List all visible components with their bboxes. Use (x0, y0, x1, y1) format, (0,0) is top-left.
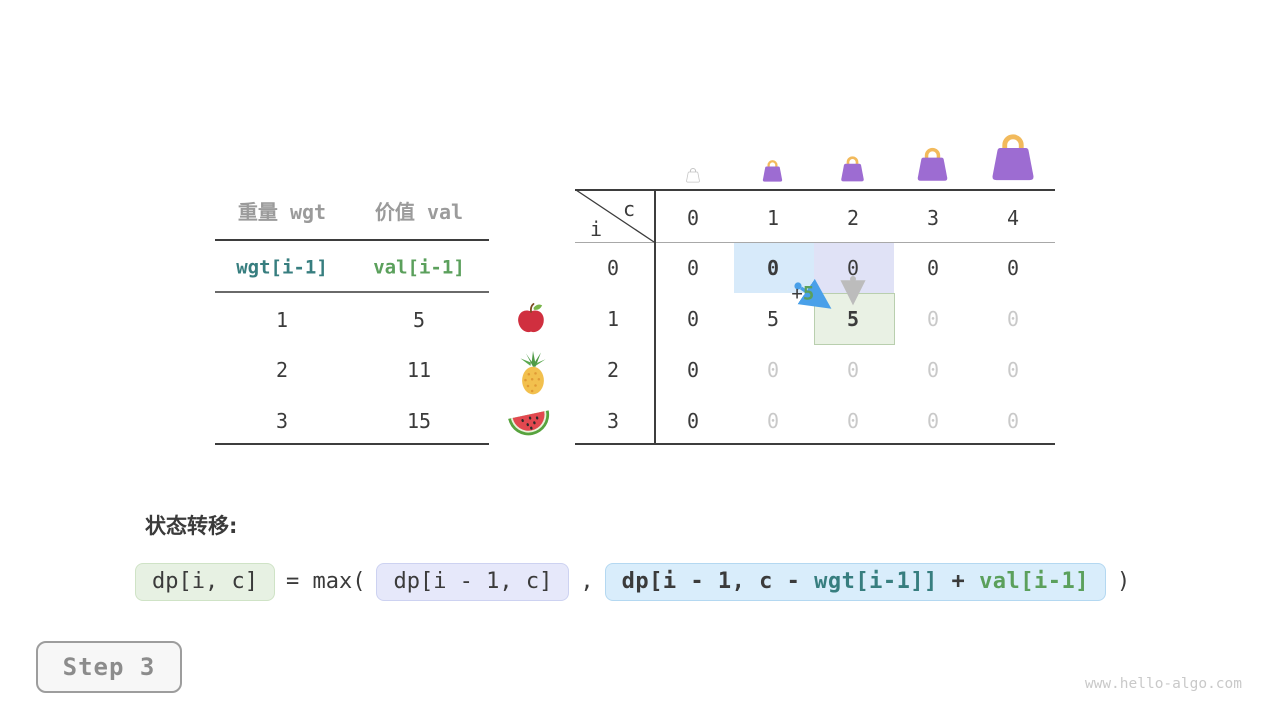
dp-col-header-0: 0 (686, 206, 700, 230)
formula-close-paren: ) (1117, 569, 1131, 594)
formula-option2-plus: + (937, 569, 980, 594)
bag-small-icon (762, 160, 783, 182)
corner-row-var: i (589, 217, 603, 241)
dp-cell-r3-c1: 0 (766, 409, 780, 433)
step-indicator: Step 3 (36, 641, 182, 693)
dp-table-rule-top (575, 189, 1055, 191)
formula-option2-box: dp[i - 1, c - wgt[i-1]] + val[i-1] (604, 562, 1107, 601)
state-transition-label: 状态转移: (145, 514, 238, 538)
dp-cell-r2-c1: 0 (766, 358, 780, 382)
corner-col-var: c (622, 197, 636, 221)
items-table-rule-bottom (215, 443, 489, 445)
dp-cell-r2-c0: 0 (686, 358, 700, 382)
dp-col-header-3: 3 (926, 206, 940, 230)
step-indicator-label: Step 3 (62, 653, 156, 681)
dp-row-header-3: 3 (606, 409, 620, 433)
corner-diagonal-line (575, 189, 655, 243)
formula-option2-prefix: dp[i - 1, c - (621, 569, 815, 594)
dp-cell-r3-c3: 0 (926, 409, 940, 433)
item-weight-2: 2 (275, 358, 289, 382)
item-value-3: 15 (406, 409, 432, 433)
items-col-header-weight: 重量 wgt (237, 200, 327, 224)
dp-cell-r1-c1: 5 (766, 307, 780, 331)
dp-cell-r1-c2: 5 (846, 307, 860, 331)
formula-option1: dp[i - 1, c] (393, 569, 553, 594)
item-value-1: 5 (412, 308, 426, 332)
dp-table-rule-bottom (575, 443, 1055, 445)
dp-row-header-2: 2 (606, 358, 620, 382)
dp-row-header-1: 1 (606, 307, 620, 331)
dp-cell-r2-c3: 0 (926, 358, 940, 382)
empty-bag-icon (686, 168, 700, 183)
annotation-plus-sign: + (791, 282, 803, 305)
dp-cell-r0-c2: 0 (846, 256, 860, 280)
dp-cell-r0-c4: 0 (1006, 256, 1020, 280)
dp-cell-r0-c3: 0 (926, 256, 940, 280)
dp-col-header-4: 4 (1006, 206, 1020, 230)
apple-icon (518, 303, 544, 333)
bag-large-icon (917, 147, 948, 181)
item-weight-1: 1 (275, 308, 289, 332)
formula-eq-max: = max( (285, 569, 366, 594)
bag-medium-icon (841, 156, 864, 182)
dp-col-header-2: 2 (846, 206, 860, 230)
items-table-rule-top (215, 239, 489, 241)
bag-xlarge-icon (992, 134, 1034, 181)
dp-cell-r0-c1: 0 (766, 256, 780, 280)
formula-comma: , (580, 569, 594, 594)
dp-cell-r1-c0: 0 (686, 307, 700, 331)
dp-cell-r1-c3: 0 (926, 307, 940, 331)
watermelon-icon (508, 410, 550, 436)
plus-value-annotation: +5 (746, 266, 815, 323)
formula-lhs-box: dp[i, c] (135, 562, 275, 601)
watermark-url: www.hello-algo.com (1084, 676, 1242, 692)
dp-cell-r3-c0: 0 (686, 409, 700, 433)
items-var-value: val[i-1] (373, 256, 465, 279)
items-table-rule-mid (215, 291, 489, 293)
dp-row-header-0: 0 (606, 256, 620, 280)
formula-lhs: dp[i, c] (152, 569, 258, 594)
formula-option2-wgt: wgt[i-1]] (814, 569, 938, 594)
items-col-header-value: 价值 val (374, 200, 464, 224)
dp-cell-r0-c0: 0 (686, 256, 700, 280)
item-value-2: 11 (406, 358, 432, 382)
pineapple-icon (520, 350, 546, 395)
state-transition-formula: dp[i, c] = max( dp[i - 1, c] , dp[i - 1,… (135, 562, 1130, 601)
dp-col-header-1: 1 (766, 206, 780, 230)
formula-option1-box: dp[i - 1, c] (376, 562, 570, 601)
dp-cell-r2-c2: 0 (846, 358, 860, 382)
dp-cell-r2-c4: 0 (1006, 358, 1020, 382)
dp-cell-r3-c4: 0 (1006, 409, 1020, 433)
dp-table-rule-vertical (654, 189, 656, 445)
dp-cell-r1-c4: 0 (1006, 307, 1020, 331)
annotation-added-value: 5 (802, 282, 815, 305)
formula-option2-val: val[i-1] (979, 569, 1090, 594)
dp-table-rule-header (575, 242, 1055, 243)
dp-cell-r3-c2: 0 (846, 409, 860, 433)
items-var-weight: wgt[i-1] (236, 256, 328, 279)
item-weight-3: 3 (275, 409, 289, 433)
